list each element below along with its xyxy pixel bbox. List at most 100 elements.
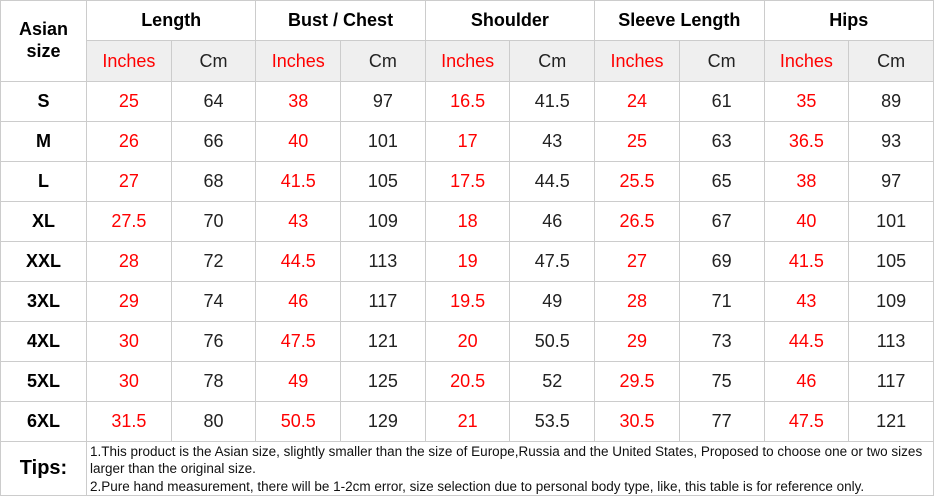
size-chart-body: S 25 64 38 97 16.5 41.5 24 61 35 89 M 26 66 40 101 17 43 2… [0,81,934,442]
size-row-3xl: 3XL 29 74 46 117 19.5 49 28 71 43 109 [0,281,934,322]
size-row-xxl: XXL 28 72 44.5 113 19 47.5 27 69 41.5 105 [0,241,934,282]
cell-cm: 70 [170,201,257,242]
cell-cm: 47.5 [509,241,596,282]
cell-inches: 38 [255,81,342,122]
cell-inches: 35 [763,81,850,122]
unit-header-inches: Inches [763,40,850,82]
size-row-xl: XL 27.5 70 43 109 18 46 26.5 67 40 101 [0,201,934,242]
cell-inches: 20.5 [424,361,511,402]
cell-inches: 27 [594,241,680,282]
unit-header-inches: Inches [255,40,342,82]
cell-inches: 25 [86,81,172,122]
size-label: 3XL [0,281,87,322]
cell-inches: 27 [86,161,172,202]
cell-inches: 43 [255,201,342,242]
size-label: XL [0,201,87,242]
size-label: M [0,121,87,162]
cell-inches: 29 [594,321,680,362]
column-group-header: Shoulder [424,0,596,41]
cell-inches: 47.5 [255,321,342,362]
cell-cm: 117 [848,361,934,402]
cell-cm: 125 [340,361,426,402]
size-row-5xl: 5XL 30 78 49 125 20.5 52 29.5 75 46 117 [0,361,934,402]
cell-cm: 77 [678,401,765,442]
unit-header-cm: Cm [340,40,426,82]
cell-inches: 17 [424,121,511,162]
size-label: 4XL [0,321,87,362]
cell-inches: 19 [424,241,511,282]
cell-cm: 63 [678,121,765,162]
cell-cm: 89 [848,81,934,122]
cell-inches: 49 [255,361,342,402]
cell-cm: 61 [678,81,765,122]
cell-cm: 109 [848,281,934,322]
cell-inches: 29 [86,281,172,322]
cell-cm: 93 [848,121,934,162]
cell-cm: 101 [340,121,426,162]
size-row-s: S 25 64 38 97 16.5 41.5 24 61 35 89 [0,81,934,122]
size-label: 5XL [0,361,87,402]
size-chart-footer: Tips: 1.This product is the Asian size, … [0,441,934,496]
cell-cm: 97 [848,161,934,202]
cell-cm: 43 [509,121,596,162]
unit-header-cm: Cm [678,40,765,82]
tips-text: 1.This product is the Asian size, slight… [86,441,934,496]
cell-cm: 80 [170,401,257,442]
unit-header-cm: Cm [848,40,934,82]
cell-inches: 46 [255,281,342,322]
unit-header-inches: Inches [86,40,172,82]
cell-inches: 21 [424,401,511,442]
unit-header-row: Inches Cm Inches Cm Inches Cm Inches Cm Inches Cm [1,40,934,82]
size-row-l: L 27 68 41.5 105 17.5 44.5 25.5 65 38 97 [0,161,934,202]
cell-inches: 41.5 [255,161,342,202]
cell-inches: 27.5 [86,201,172,242]
cell-inches: 50.5 [255,401,342,442]
column-group-header: Length [85,0,257,41]
cell-inches: 40 [255,121,342,162]
cell-cm: 69 [678,241,765,282]
cell-cm: 121 [340,321,426,362]
cell-inches: 25 [594,121,680,162]
cell-inches: 18 [424,201,511,242]
cell-cm: 52 [509,361,596,402]
cell-inches: 44.5 [763,321,850,362]
cell-cm: 121 [848,401,934,442]
cell-cm: 97 [340,81,426,122]
size-row-m: M 26 66 40 101 17 43 25 63 36.5 93 [0,121,934,162]
cell-cm: 50.5 [509,321,596,362]
cell-inches: 30.5 [594,401,680,442]
size-label: L [0,161,87,202]
cell-inches: 41.5 [763,241,850,282]
column-group-header: Sleeve Length [594,0,765,41]
cell-inches: 36.5 [763,121,850,162]
cell-cm: 105 [340,161,426,202]
size-chart-header: Asian size Length Bust / Chest Shoulder Sle… [0,0,934,82]
cell-cm: 73 [678,321,765,362]
cell-cm: 67 [678,201,765,242]
unit-header-inches: Inches [594,40,680,82]
cell-cm: 76 [170,321,257,362]
cell-cm: 75 [678,361,765,402]
cell-cm: 101 [848,201,934,242]
size-label: S [0,81,87,122]
size-label: 6XL [0,401,87,442]
size-row-6xl: 6XL 31.5 80 50.5 129 21 53.5 30.5 77 47.5 121 [0,401,934,442]
column-group-header: Bust / Chest [255,0,426,41]
cell-inches: 20 [424,321,511,362]
cell-inches: 43 [763,281,850,322]
cell-inches: 28 [86,241,172,282]
column-group-row: Asian size Length Bust / Chest Shoulder Sle… [0,0,934,82]
tips-note-1: 1.This product is the Asian size, slight… [90,444,923,477]
cell-inches: 38 [763,161,850,202]
cell-cm: 44.5 [509,161,596,202]
cell-cm: 105 [848,241,934,282]
cell-inches: 40 [763,201,850,242]
cell-inches: 47.5 [763,401,850,442]
cell-inches: 30 [86,361,172,402]
cell-inches: 17.5 [424,161,511,202]
cell-inches: 24 [594,81,680,122]
cell-inches: 46 [763,361,850,402]
corner-header-asian-size: Asian size [0,0,87,82]
cell-cm: 74 [170,281,257,322]
